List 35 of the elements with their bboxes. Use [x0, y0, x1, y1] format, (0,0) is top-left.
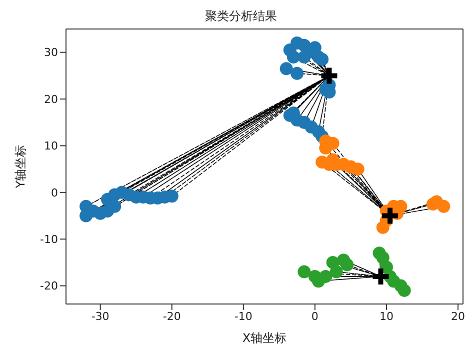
point [437, 200, 450, 213]
point [340, 258, 354, 272]
x-tick-label: 20 [450, 310, 465, 323]
point [298, 265, 311, 278]
x-tick-label: -20 [162, 310, 181, 323]
chart-title: 聚类分析结果 [204, 8, 278, 25]
point [316, 52, 329, 66]
y-tick-label: 20 [44, 92, 58, 106]
y-axis-title: Y轴坐标 [13, 144, 28, 190]
point [426, 198, 440, 211]
x-tick-label: -10 [234, 310, 252, 323]
point [372, 246, 386, 260]
point [330, 265, 343, 278]
point [298, 50, 311, 64]
point [351, 162, 364, 176]
y-tick-label: 30 [44, 46, 58, 60]
point [321, 68, 338, 84]
x-axis-title: X轴坐标 [242, 331, 287, 345]
point [108, 200, 122, 213]
x-tick-label: 0 [311, 310, 318, 323]
point [372, 268, 389, 284]
y-tick-label: 10 [44, 140, 58, 153]
point [80, 209, 93, 222]
point [290, 66, 304, 80]
point [319, 270, 332, 283]
point [398, 284, 411, 297]
point [280, 62, 293, 76]
x-tick-label: 10 [379, 310, 394, 323]
y-tick-label: -20 [40, 280, 58, 293]
point [286, 50, 300, 64]
point [382, 208, 398, 224]
y-tick-label: 0 [51, 186, 58, 200]
point [376, 220, 390, 234]
y-tick-label: -10 [40, 233, 58, 246]
x-tick-label: -30 [91, 310, 110, 323]
